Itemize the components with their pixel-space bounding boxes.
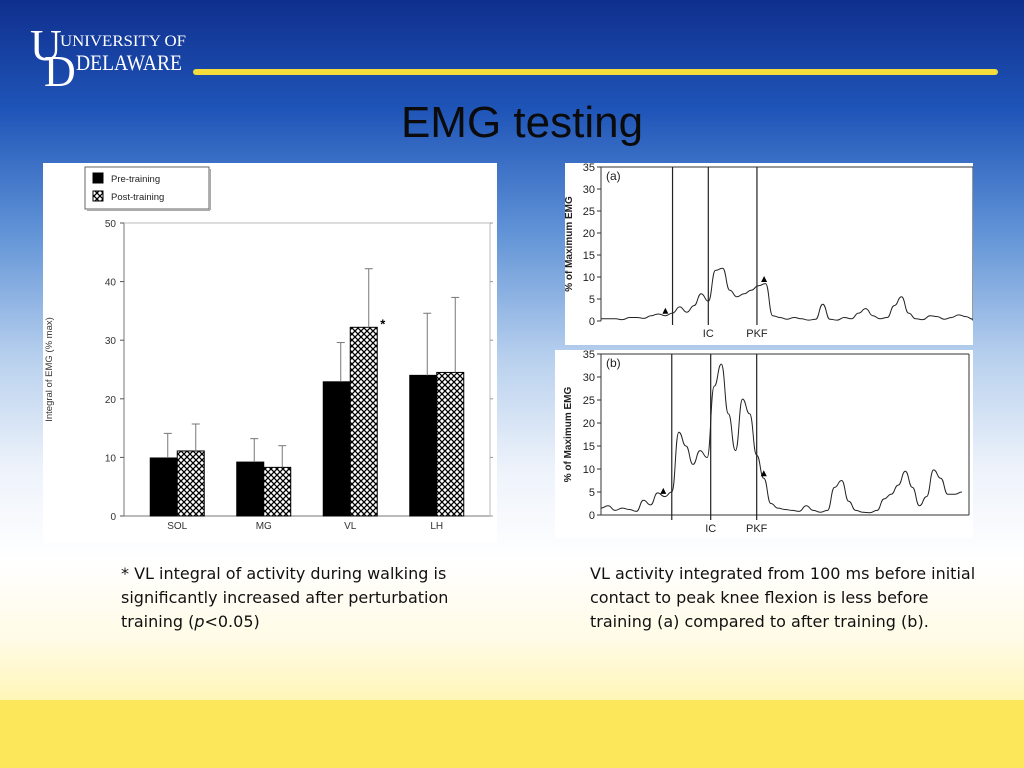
caption-left-text: * VL integral of activity during walking… — [121, 564, 449, 631]
bar-pre-training-sol — [149, 457, 178, 517]
line-y-tick-label: 25 — [583, 395, 595, 407]
event-marker-label: IC — [705, 523, 716, 535]
event-marker-label: IC — [703, 328, 714, 340]
legend-swatch — [92, 190, 104, 202]
bar-y-tick-label: 30 — [105, 336, 117, 347]
significance-asterisk: * — [380, 316, 386, 331]
line-y-tick-label: 30 — [583, 372, 595, 384]
emg-trace — [601, 267, 973, 321]
line-y-tick-label: 0 — [589, 510, 595, 522]
line-chart-b-panel: 0 5 10 15 20 25 30 35 % of Maximum EMG (b) IC PKF — [555, 350, 973, 538]
panel-label: (a) — [606, 169, 621, 183]
caption-right: VL activity integrated from 100 ms befor… — [590, 562, 990, 634]
logo-letter-u: U — [30, 21, 62, 70]
bar-y-tick-label: 10 — [105, 453, 117, 464]
logo-university-of: UNIVERSITY OF — [60, 33, 186, 50]
bar-y-tick-label: 50 — [105, 219, 117, 230]
bar-y-tick-label: 40 — [105, 278, 117, 289]
line-chart-a-panel: 0 5 10 15 20 25 30 35 % of Maximum EMG (a) IC PKF — [565, 163, 973, 345]
line-y-tick-label: 35 — [583, 163, 595, 174]
bar-pre-training-vl — [322, 381, 351, 517]
bar-y-tick-label: 20 — [105, 395, 117, 406]
bar-y-tick-label: 0 — [110, 512, 116, 523]
line-y-axis-label: % of Maximum EMG — [563, 387, 574, 483]
bar-chart: 0 10 20 30 40 50 Integral of EMG (% max) SOL MG V… — [44, 166, 493, 532]
line-y-tick-label: 15 — [583, 441, 595, 453]
event-marker-label: PKF — [746, 328, 768, 340]
line-chart-a: 0 5 10 15 20 25 30 35 % of Maximum EMG (a) IC PKF — [565, 163, 973, 340]
caption-left-p: p — [194, 612, 205, 631]
bar-chart-panel: 0 10 20 30 40 50 Integral of EMG (% max) SOL MG V… — [43, 163, 497, 543]
bar-x-tick-label: LH — [430, 521, 443, 532]
footer-band — [0, 700, 1024, 768]
header-rule — [193, 69, 998, 75]
logo-letter-d: D — [44, 47, 76, 90]
line-y-tick-label: 5 — [589, 487, 595, 499]
line-y-tick-label: 5 — [589, 294, 595, 306]
line-y-axis-label: % of Maximum EMG — [565, 196, 575, 292]
bar-pre-training-lh — [409, 374, 438, 517]
university-logo[interactable]: U D UNIVERSITY OF DELAWARE — [30, 20, 190, 90]
slide-title: EMG testing — [400, 98, 644, 147]
bar-post-training-mg — [263, 466, 292, 517]
caption-right-text: VL activity integrated from 100 ms befor… — [590, 564, 976, 631]
line-chart-b: 0 5 10 15 20 25 30 35 % of Maximum EMG (b) IC PKF — [563, 350, 970, 535]
bar-x-tick-label: MG — [256, 521, 272, 532]
legend-swatch — [92, 172, 104, 184]
line-y-tick-label: 35 — [583, 350, 595, 361]
panel-label: (b) — [606, 356, 621, 370]
line-y-tick-label: 0 — [589, 316, 595, 328]
line-y-tick-label: 15 — [583, 250, 595, 262]
bar-legend: Pre-training Post-training — [84, 166, 211, 211]
line-y-tick-label: 30 — [583, 184, 595, 196]
event-arrow — [660, 487, 667, 494]
legend-label: Pre-training — [111, 174, 160, 185]
line-y-tick-label: 25 — [583, 206, 595, 218]
caption-left-end: <0.05) — [204, 612, 260, 631]
legend-label: Post-training — [111, 192, 164, 203]
bar-post-training-lh — [436, 371, 465, 517]
event-arrow — [761, 276, 768, 283]
logo-delaware: DELAWARE — [76, 50, 182, 75]
legend-box — [84, 166, 210, 210]
line-y-tick-label: 10 — [583, 272, 595, 284]
line-y-tick-label: 10 — [583, 464, 595, 476]
event-marker-label: PKF — [746, 523, 768, 535]
bar-x-tick-label: SOL — [167, 521, 187, 532]
event-arrow — [760, 470, 767, 477]
emg-trace — [600, 363, 962, 514]
bar-x-tick-label: VL — [344, 521, 357, 532]
line-y-tick-label: 20 — [583, 418, 595, 430]
bar-y-axis-label: Integral of EMG (% max) — [44, 317, 55, 422]
line-y-tick-label: 20 — [583, 228, 595, 240]
event-arrow — [662, 307, 669, 314]
bar-post-training-vl — [349, 326, 378, 517]
bar-pre-training-mg — [236, 461, 265, 517]
bar-post-training-sol — [176, 450, 205, 517]
caption-left: * VL integral of activity during walking… — [121, 562, 473, 634]
